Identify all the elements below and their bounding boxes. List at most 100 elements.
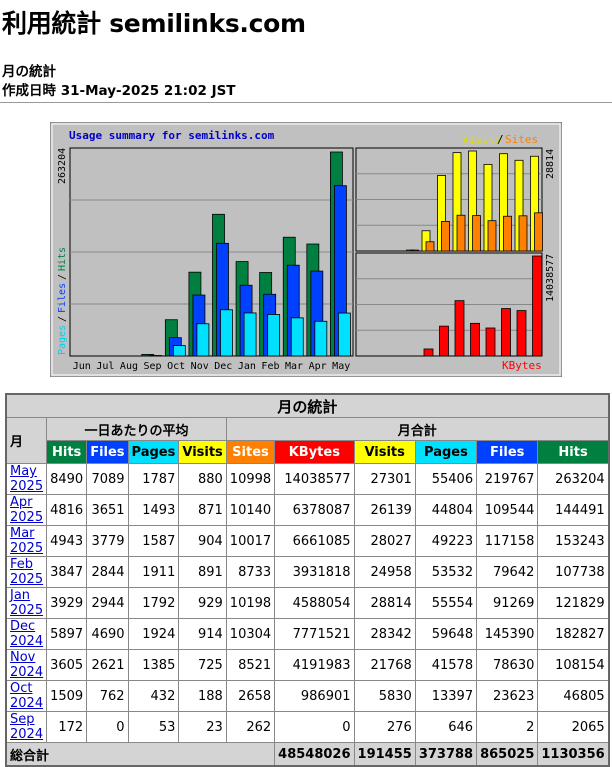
total-kbytes-cell: 14038577 [275,464,354,495]
total-col-sites: Sites [226,441,274,464]
total-kbytes-cell: 4588054 [275,588,354,619]
month-link[interactable]: Apr 2025 [10,495,43,525]
total-hits-cell: 46805 [538,681,609,712]
table-title: 月の統計 [6,394,609,418]
total-files-cell: 2 [477,712,538,743]
total-visits-cell: 276 [354,712,415,743]
total-visits-cell: 28814 [354,588,415,619]
total-hits-cell: 263204 [538,464,609,495]
bar-sites [519,216,527,251]
total-visits-cell: 26139 [354,495,415,526]
daily-visits-cell: 23 [179,712,226,743]
total-kbytes-cell: 7771521 [275,619,354,650]
bar-sites [504,216,512,251]
legend-visits: Visits [462,133,502,146]
bar-kbytes [455,301,464,356]
total-col-pages: Pages [415,441,476,464]
total-sites-cell: 10998 [226,464,274,495]
total-hits-cell: 182827 [538,619,609,650]
total-sites-cell: 10198 [226,588,274,619]
grand-total-cell: 865025 [477,743,538,767]
total-pages-cell: 646 [415,712,476,743]
daily-pages-cell: 432 [128,681,179,712]
total-visits-cell: 27301 [354,464,415,495]
bar-sites [426,242,434,251]
total-kbytes-cell: 986901 [275,681,354,712]
daily-visits-cell: 880 [179,464,226,495]
month-link[interactable]: Jan 2025 [10,588,43,618]
total-sites-cell: 8733 [226,557,274,588]
x-tick-label: Mar [285,361,303,372]
x-tick-label: Nov [191,361,209,372]
divider [0,102,612,103]
bar-kbytes [533,256,542,356]
bar-sites [488,221,496,251]
total-col-kbytes: KBytes [275,441,354,464]
total-label: 総合計 [6,743,275,767]
grand-total-cell: 1130356 [538,743,609,767]
daily-files-cell: 2944 [87,588,128,619]
bar-kbytes [502,309,511,356]
month-link[interactable]: May 2025 [10,464,43,494]
x-tick-label: May [332,361,350,372]
x-tick-label: Sep [144,361,162,372]
total-pages-cell: 53532 [415,557,476,588]
bar-pages [268,315,280,356]
x-tick-label: Oct [167,361,185,372]
total-pages-cell: 49223 [415,526,476,557]
legend-hits: Hits [57,247,68,271]
month-cell: Apr 2025 [6,495,47,526]
total-pages-cell: 55554 [415,588,476,619]
bar-kbytes [424,349,433,356]
total-files-cell: 219767 [477,464,538,495]
total-hits-cell: 108154 [538,650,609,681]
daily-visits-cell: 188 [179,681,226,712]
daily-visits-cell: 891 [179,557,226,588]
total-pages-cell: 59648 [415,619,476,650]
month-link[interactable]: Sep 2024 [10,712,43,742]
chart-title: Usage summary for semilinks.com [69,129,275,142]
daily-col-files: Files [87,441,128,464]
month-link[interactable]: Mar 2025 [10,526,43,556]
daily-visits-cell: 914 [179,619,226,650]
month-link[interactable]: Feb 2025 [10,557,43,587]
daily-pages-cell: 1792 [128,588,179,619]
daily-visits-cell: 904 [179,526,226,557]
daily-pages-cell: 1911 [128,557,179,588]
grand-total-cell: 48548026 [275,743,354,767]
total-visits-cell: 24958 [354,557,415,588]
daily-pages-cell: 1587 [128,526,179,557]
daily-visits-cell: 929 [179,588,226,619]
total-col-visits: Visits [354,441,415,464]
total-kbytes-cell: 3931818 [275,557,354,588]
month-link[interactable]: Oct 2024 [10,681,43,711]
x-tick-label: Dec [214,361,232,372]
total-kbytes-cell: 4191983 [275,650,354,681]
total-kbytes-cell: 6661085 [275,526,354,557]
total-sites-cell: 10017 [226,526,274,557]
total-files-cell: 23623 [477,681,538,712]
total-pages-cell: 55406 [415,464,476,495]
daily-col-hits: Hits [47,441,87,464]
legend-sep: / [497,133,504,146]
chart-legend-left: Pages / Files / Hits [57,247,68,355]
bar-kbytes [440,326,449,356]
daily-hits-cell: 3847 [47,557,87,588]
daily-hits-cell: 3605 [47,650,87,681]
total-files-cell: 79642 [477,557,538,588]
max-kbytes-label: 14038577 [545,254,556,302]
month-link[interactable]: Nov 2024 [10,650,43,680]
daily-files-cell: 2621 [87,650,128,681]
daily-hits-cell: 172 [47,712,87,743]
total-hits-cell: 107738 [538,557,609,588]
total-hits-cell: 121829 [538,588,609,619]
daily-pages-cell: 1385 [128,650,179,681]
daily-pages-cell: 1924 [128,619,179,650]
month-link[interactable]: Dec 2024 [10,619,43,649]
daily-files-cell: 3651 [87,495,128,526]
